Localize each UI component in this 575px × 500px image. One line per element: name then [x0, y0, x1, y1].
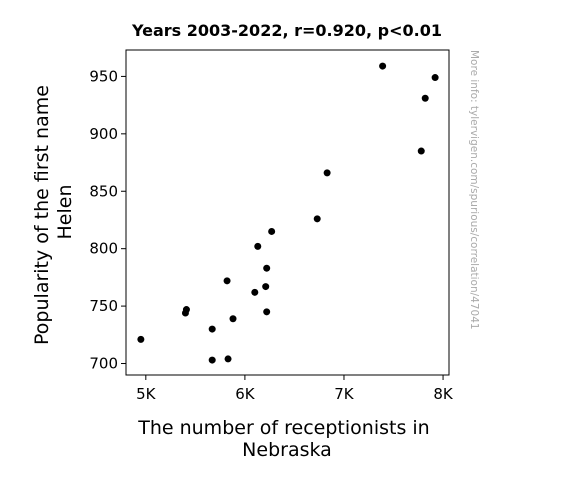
y-tick-label: 950	[89, 67, 118, 85]
data-point	[182, 306, 190, 314]
y-axis-label-line-2: Helen	[54, 185, 76, 240]
chart-title: Years 2003-2022, r=0.920, p<0.01	[131, 21, 442, 40]
data-point	[268, 227, 276, 235]
plot-frame	[125, 49, 450, 376]
data-point	[263, 264, 271, 272]
y-tick-label: 850	[89, 182, 118, 200]
data-point	[223, 277, 231, 285]
x-tick-label: 7K	[334, 385, 355, 403]
y-tick-label: 750	[89, 297, 118, 315]
data-point	[254, 242, 262, 250]
data-point	[379, 62, 387, 70]
x-tick-label: 6K	[235, 385, 256, 403]
data-points	[137, 62, 439, 364]
y-tick-label: 800	[89, 240, 118, 258]
y-tick-label: 700	[89, 355, 118, 373]
data-point	[224, 355, 232, 363]
data-point	[417, 147, 425, 155]
x-tick-label: 5K	[136, 385, 157, 403]
data-point	[421, 94, 429, 102]
data-point	[323, 169, 331, 177]
y-axis: 700 750 800 850 900 950	[89, 67, 126, 373]
data-point	[313, 215, 321, 223]
data-point	[431, 74, 439, 82]
y-axis-label: Popularity of the first name Helen	[31, 79, 76, 345]
data-point	[137, 335, 145, 343]
x-axis-label-line-2: Nebraska	[242, 439, 332, 461]
x-tick-label: 8K	[433, 385, 454, 403]
data-point	[229, 315, 237, 323]
x-axis-label-line-1: The number of receptionists in	[137, 417, 430, 439]
y-axis-label-line-1: Popularity of the first name	[31, 85, 53, 345]
data-point	[208, 356, 216, 364]
source-note: More info: tylervigen.com/spurious/corre…	[468, 50, 480, 330]
x-axis-label: The number of receptionists in Nebraska	[137, 417, 436, 461]
data-point	[262, 283, 270, 291]
data-point	[208, 325, 216, 333]
data-point	[263, 308, 271, 316]
y-tick-label: 900	[89, 125, 118, 143]
x-axis: 5K 6K 7K 8K	[136, 375, 454, 403]
data-point	[251, 288, 259, 296]
